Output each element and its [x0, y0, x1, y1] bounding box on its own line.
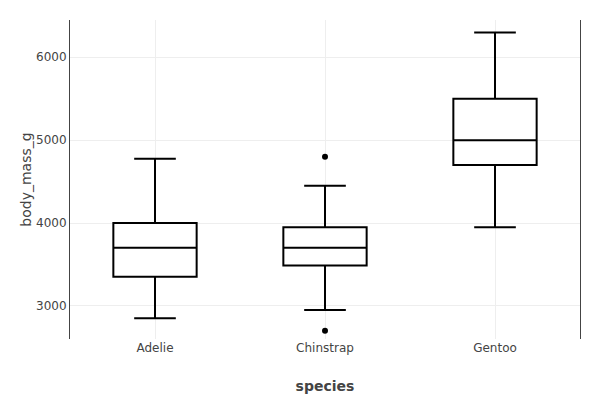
svg-text:Adelie: Adelie [136, 341, 173, 355]
svg-text:6000: 6000 [36, 50, 67, 64]
svg-text:species: species [296, 378, 355, 394]
svg-text:Gentoo: Gentoo [473, 341, 517, 355]
svg-text:3000: 3000 [36, 299, 67, 313]
svg-text:Chinstrap: Chinstrap [296, 341, 354, 355]
svg-text:5000: 5000 [36, 133, 67, 147]
svg-text:4000: 4000 [36, 216, 67, 230]
svg-text:body_mass_g: body_mass_g [18, 132, 34, 226]
